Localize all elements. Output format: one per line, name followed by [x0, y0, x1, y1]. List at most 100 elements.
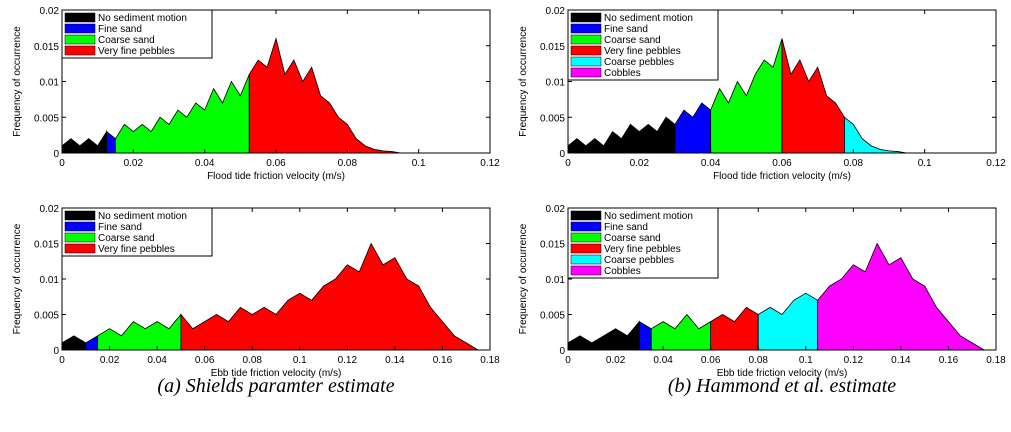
y-tick-label: 0	[53, 346, 59, 357]
y-tick-label: 0.005	[540, 311, 565, 322]
x-tick-label: 0.04	[195, 158, 215, 169]
legend-label: Coarse pebbles	[604, 57, 674, 68]
legend-swatch	[570, 254, 602, 265]
x-tick-label: 0.06	[266, 158, 286, 169]
y-tick-label: 0.005	[34, 311, 59, 322]
x-tick-label: 0.16	[939, 355, 959, 366]
x-tick-label: 0.04	[653, 355, 673, 366]
y-tick-label: 0.01	[40, 78, 60, 89]
y-axis-label: Frequency of occurrence	[518, 223, 529, 334]
y-tick-label: 0	[53, 149, 59, 160]
legend-swatch	[570, 232, 602, 243]
y-axis-label: Frequency of occurrence	[518, 26, 529, 137]
area	[180, 242, 480, 351]
x-tick-label: 0.06	[772, 158, 792, 169]
area	[844, 116, 907, 154]
x-tick-label: 0.1	[293, 355, 307, 366]
x-axis-label: Flood tide friction velocity (m/s)	[207, 171, 345, 182]
legend-swatch	[64, 232, 96, 243]
legend-label: Very fine pebbles	[604, 244, 681, 255]
legend-swatch	[64, 45, 96, 56]
legend-swatch	[64, 23, 96, 34]
x-tick-label: 0.12	[480, 158, 500, 169]
y-tick-label: 0.01	[40, 275, 60, 286]
y-tick-label: 0.005	[540, 113, 565, 124]
legend-label: Coarse sand	[98, 35, 155, 46]
legend-label: No sediment motion	[98, 211, 187, 222]
legend-swatch	[570, 67, 602, 78]
legend-swatch	[64, 221, 96, 232]
area	[248, 37, 401, 154]
legend-swatch	[64, 34, 96, 45]
x-tick-label: 0.08	[338, 158, 358, 169]
x-tick-label: 0.08	[748, 355, 768, 366]
legend-swatch	[64, 12, 96, 23]
x-tick-label: 0.18	[480, 355, 500, 366]
legend-label: No sediment motion	[604, 13, 693, 24]
caption: (b) Hammond et al. estimate	[668, 375, 896, 397]
legend-swatch	[570, 34, 602, 45]
x-tick-label: 0.12	[986, 158, 1006, 169]
legend-swatch	[570, 221, 602, 232]
axes: 0 0.02 0.04 0.06 0.08 0.1 0.12 0 0.005 0.01 0.015 0…	[518, 6, 1006, 182]
x-tick-label: 0.12	[844, 355, 864, 366]
y-axis-label: Frequency of occurrence	[12, 223, 23, 334]
legend-label: No sediment motion	[98, 13, 187, 24]
legend-swatch	[570, 56, 602, 67]
y-tick-label: 0	[559, 346, 565, 357]
axes: 0 0.02 0.04 0.06 0.08 0.1 0.12 0.14 0.16 0.18 0 0.0…	[518, 204, 1006, 379]
x-tick-label: 0.02	[124, 158, 144, 169]
y-tick-label: 0.01	[546, 78, 566, 89]
x-tick-label: 0.1	[799, 355, 813, 366]
x-tick-label: 0	[565, 355, 571, 366]
area	[817, 242, 986, 351]
x-tick-label: 0.12	[338, 355, 358, 366]
y-tick-label: 0.015	[540, 42, 565, 53]
legend-label: Coarse sand	[604, 35, 661, 46]
x-tick-label: 0.04	[701, 158, 721, 169]
area	[115, 74, 250, 154]
legend-label: No sediment motion	[604, 211, 693, 222]
x-tick-label: 0	[565, 158, 571, 169]
x-axis-label: Ebb tide friction velocity (m/s)	[717, 368, 848, 379]
x-tick-label: 0.06	[195, 355, 215, 366]
x-tick-label: 0.08	[242, 355, 262, 366]
x-tick-label: 0.06	[701, 355, 721, 366]
x-tick-label: 0.14	[385, 355, 405, 366]
legend-swatch	[64, 210, 96, 221]
legend-label: Very fine pebbles	[604, 46, 681, 57]
legend-label: Coarse sand	[604, 233, 661, 244]
y-tick-label: 0.015	[540, 240, 565, 251]
legend-swatch	[570, 12, 602, 23]
x-tick-label: 0.08	[844, 158, 864, 169]
x-axis-label: Ebb tide friction velocity (m/s)	[211, 368, 342, 379]
legend-label: Fine sand	[604, 222, 648, 233]
x-tick-label: 0.02	[100, 355, 120, 366]
axes: 0 0.02 0.04 0.06 0.08 0.1 0.12 0 0.005 0.01 0.015 0…	[12, 6, 500, 182]
x-tick-label: 0.16	[433, 355, 453, 366]
x-tick-label: 0.04	[147, 355, 167, 366]
x-tick-label: 0	[59, 355, 65, 366]
legend-label: Fine sand	[604, 24, 648, 35]
legend-swatch	[570, 210, 602, 221]
x-tick-label: 0.02	[606, 355, 626, 366]
y-tick-label: 0.015	[34, 240, 59, 251]
legend-label: Cobbles	[604, 266, 641, 277]
legend-label: Coarse pebbles	[604, 255, 674, 266]
legend-swatch	[570, 23, 602, 34]
y-tick-label: 0	[559, 149, 565, 160]
x-tick-label: 0.1	[918, 158, 932, 169]
legend-swatch	[64, 243, 96, 254]
y-axis-label: Frequency of occurrence	[12, 26, 23, 137]
caption: (a) Shields paramter estimate	[157, 375, 394, 397]
legend-label: Fine sand	[98, 222, 142, 233]
legend-label: Very fine pebbles	[98, 244, 175, 255]
legend-swatch	[570, 265, 602, 276]
x-tick-label: 0.18	[986, 355, 1006, 366]
y-tick-label: 0.02	[40, 6, 60, 17]
x-tick-label: 0.1	[412, 158, 426, 169]
y-tick-label: 0.02	[546, 204, 566, 215]
legend-swatch	[570, 243, 602, 254]
x-tick-label: 0.14	[891, 355, 911, 366]
